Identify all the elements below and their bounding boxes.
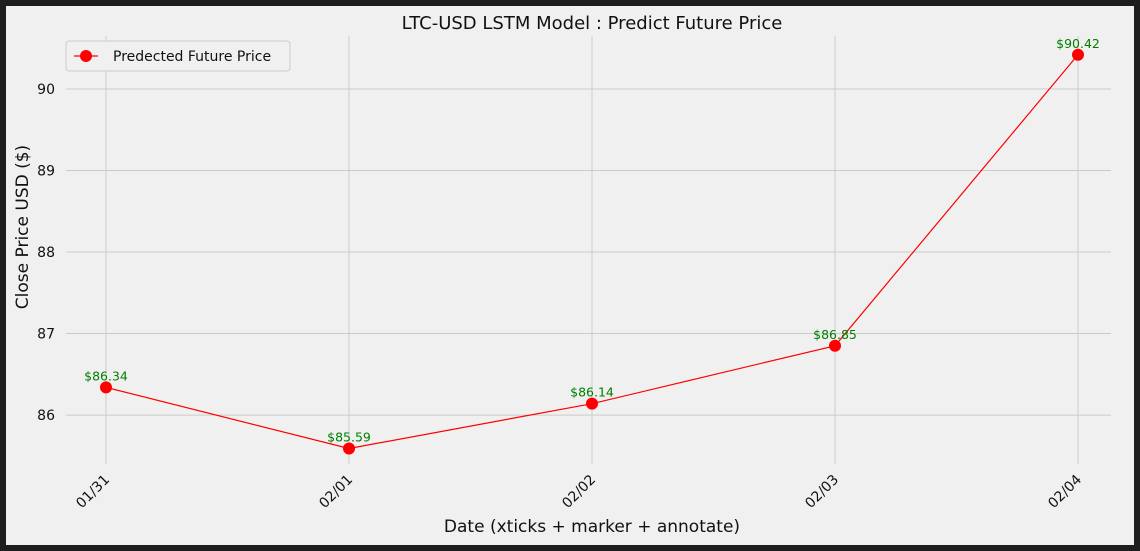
y-tick-label: 90 <box>37 82 55 98</box>
data-label: $86.14 <box>570 385 614 400</box>
x-tick-label: 02/01 <box>316 472 356 512</box>
x-tick-label: 02/02 <box>559 472 599 512</box>
data-point <box>1072 48 1084 61</box>
x-axis-label: Date (xticks + marker + annotate) <box>444 517 740 537</box>
data-label: $86.85 <box>813 327 857 342</box>
y-tick-labels: 86 87 88 89 90 <box>37 82 55 424</box>
data-point <box>343 442 355 455</box>
x-tick-labels: 01/31 02/01 02/02 02/03 02/04 <box>73 472 1085 512</box>
data-label: $86.34 <box>84 368 128 383</box>
data-point <box>100 381 112 394</box>
x-tick-label: 01/31 <box>73 472 113 512</box>
data-point <box>829 339 841 352</box>
y-tick-label: 88 <box>37 245 55 261</box>
data-point <box>586 397 598 410</box>
chart-title: LTC-USD LSTM Model : Predict Future Pric… <box>402 13 783 34</box>
figure: LTC-USD LSTM Model : Predict Future Pric… <box>6 6 1134 545</box>
data-label: $85.59 <box>327 430 371 445</box>
series-group: $86.34 $85.59 $86.14 $86.85 $90.42 <box>84 36 1100 455</box>
legend-box <box>65 40 291 72</box>
legend-label: Predected Future Price <box>113 49 271 65</box>
y-tick-label: 87 <box>37 327 55 343</box>
y-tick-label: 86 <box>37 408 55 424</box>
y-tick-label: 89 <box>37 164 55 180</box>
data-label: $90.42 <box>1056 36 1100 51</box>
line-chart: LTC-USD LSTM Model : Predict Future Pric… <box>13 13 1111 537</box>
legend-marker <box>80 50 92 62</box>
y-axis-label: Close Price USD ($) <box>13 145 33 309</box>
x-tick-label: 02/03 <box>802 472 842 512</box>
grid <box>66 36 1111 464</box>
x-tick-label: 02/04 <box>1045 472 1085 512</box>
legend: Predected Future Price <box>65 40 291 72</box>
